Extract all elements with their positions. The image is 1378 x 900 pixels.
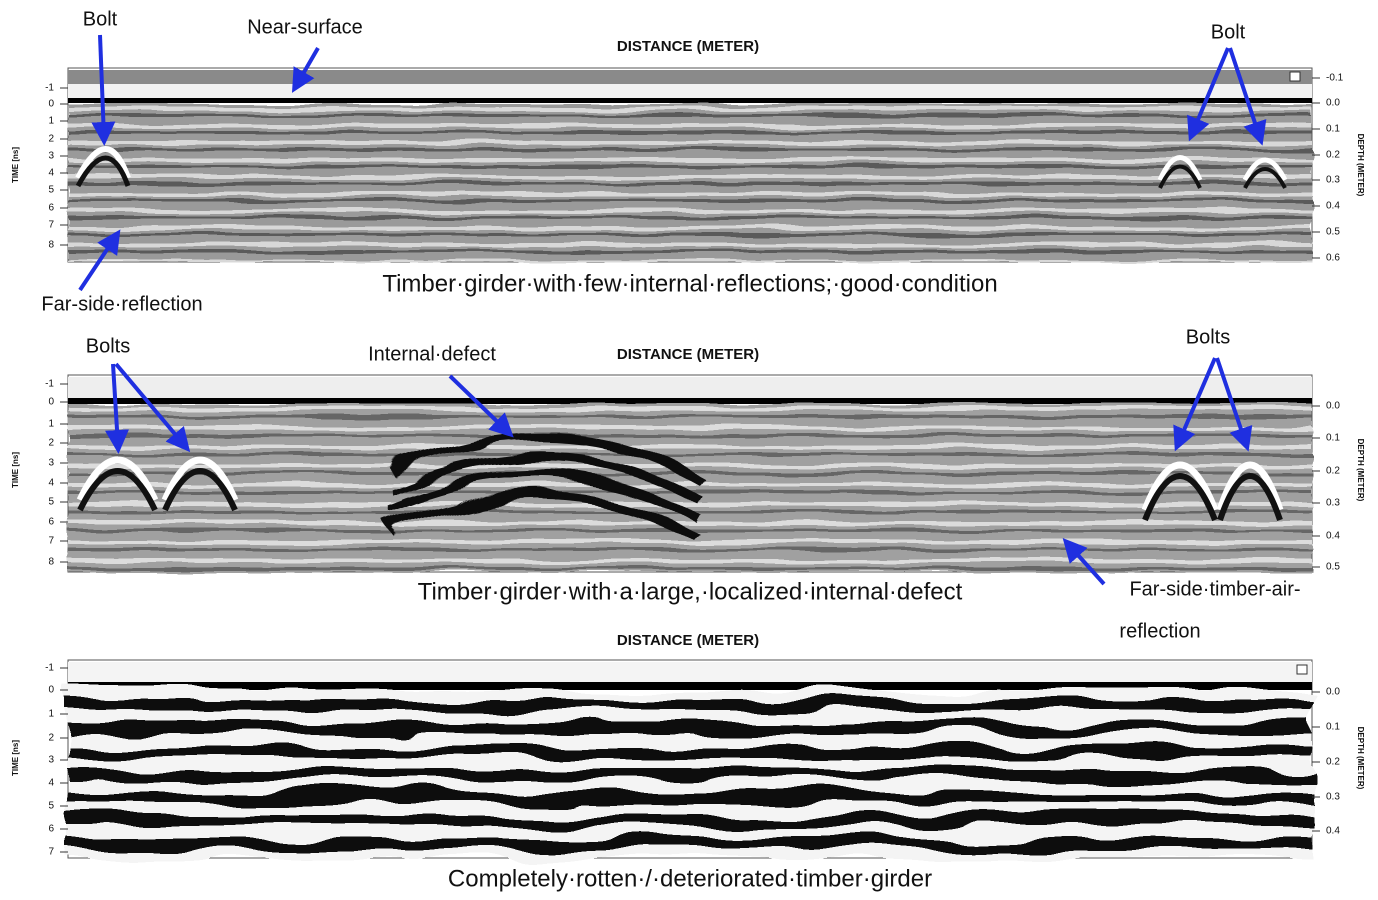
- depth-tick-label: 0.4: [1326, 531, 1340, 542]
- time-tick-label: 8: [48, 240, 54, 251]
- time-tick-label: -1: [45, 379, 54, 390]
- time-tick-label: 4: [48, 168, 54, 179]
- time-tick-label: 5: [48, 185, 54, 196]
- depth-tick-label: 0.6: [1326, 253, 1340, 264]
- time-tick-label: 7: [48, 847, 54, 858]
- time-tick-label: 2: [48, 733, 54, 744]
- annotation: Internal·defect: [368, 343, 496, 365]
- depth-tick-label: 0.4: [1326, 201, 1340, 212]
- time-tick-label: 3: [48, 151, 54, 162]
- time-tick-label: 0: [48, 685, 54, 696]
- figure: DISTANCE (METER) Timber·girder·with·few·i…: [0, 0, 1378, 895]
- time-tick-label: 4: [48, 778, 54, 789]
- time-tick-label: 6: [48, 824, 54, 835]
- depth-tick-label: 0.3: [1326, 498, 1340, 509]
- depth-tick-label: 0.2: [1326, 757, 1340, 768]
- time-tick-label: 1: [48, 419, 54, 430]
- depth-tick-label: 0.0: [1326, 687, 1340, 698]
- time-label: TIME [ns]: [11, 452, 20, 488]
- depth-tick-label: 0.3: [1326, 792, 1340, 803]
- time-tick-label: 6: [48, 203, 54, 214]
- depth-label: DEPTH (METER): [1356, 439, 1365, 502]
- depth-tick-label: 0.0: [1326, 401, 1340, 412]
- time-tick-label: 0: [48, 99, 54, 110]
- time-tick-label: 2: [48, 134, 54, 145]
- time-tick-label: 3: [48, 755, 54, 766]
- depth-tick-label: -0.1: [1326, 73, 1344, 84]
- annotation: Bolts: [1186, 326, 1230, 348]
- depth-tick-label: 0.5: [1326, 562, 1340, 573]
- depth-label: DEPTH (METER): [1356, 727, 1365, 790]
- axis-title: DISTANCE (METER): [617, 346, 759, 363]
- radargram-1: [68, 68, 1312, 262]
- depth-label: DEPTH (METER): [1356, 134, 1365, 197]
- depth-tick-label: 0.1: [1326, 433, 1340, 444]
- caption: Completely·rotten·/·deteriorated·timber·…: [448, 865, 932, 892]
- time-tick-label: -1: [45, 663, 54, 674]
- time-tick-label: 0: [48, 397, 54, 408]
- time-tick-label: 8: [48, 557, 54, 568]
- annotation: reflection: [1119, 620, 1200, 642]
- depth-tick-label: 0.1: [1326, 722, 1340, 733]
- time-tick-label: 5: [48, 497, 54, 508]
- radargram-2: [68, 375, 1312, 572]
- depth-tick-label: 0.0: [1326, 98, 1340, 109]
- time-label: TIME [ns]: [11, 147, 20, 183]
- depth-tick-label: 0.2: [1326, 150, 1340, 161]
- time-tick-label: -1: [45, 83, 54, 94]
- caption: Timber·girder·with·few·internal·reflecti…: [382, 270, 997, 297]
- annotation: Bolt: [83, 8, 118, 30]
- time-tick-label: 1: [48, 116, 54, 127]
- depth-tick-label: 0.3: [1326, 175, 1340, 186]
- time-tick-label: 1: [48, 709, 54, 720]
- time-tick-label: 7: [48, 220, 54, 231]
- time-tick-label: 2: [48, 438, 54, 449]
- depth-tick-label: 0.5: [1326, 227, 1340, 238]
- caption: Timber·girder·with·a·large,·localized·in…: [418, 578, 963, 605]
- time-tick-label: 6: [48, 517, 54, 528]
- depth-tick-label: 0.4: [1326, 826, 1340, 837]
- annotation: Far-side·timber-air-: [1129, 578, 1300, 600]
- depth-tick-label: 0.2: [1326, 466, 1340, 477]
- time-tick-label: 7: [48, 536, 54, 547]
- axis-title: DISTANCE (METER): [617, 38, 759, 55]
- time-tick-label: 4: [48, 478, 54, 489]
- depth-tick-label: 0.1: [1326, 124, 1340, 135]
- axis-title: DISTANCE (METER): [617, 632, 759, 649]
- time-tick-label: 5: [48, 801, 54, 812]
- annotation: Bolts: [86, 335, 130, 357]
- annotation: Near-surface: [247, 16, 363, 38]
- annotation: Bolt: [1211, 21, 1246, 43]
- radargram-3: [68, 660, 1312, 858]
- annotation: Far-side·reflection: [41, 293, 202, 315]
- time-label: TIME [ns]: [11, 740, 20, 776]
- time-tick-label: 3: [48, 458, 54, 469]
